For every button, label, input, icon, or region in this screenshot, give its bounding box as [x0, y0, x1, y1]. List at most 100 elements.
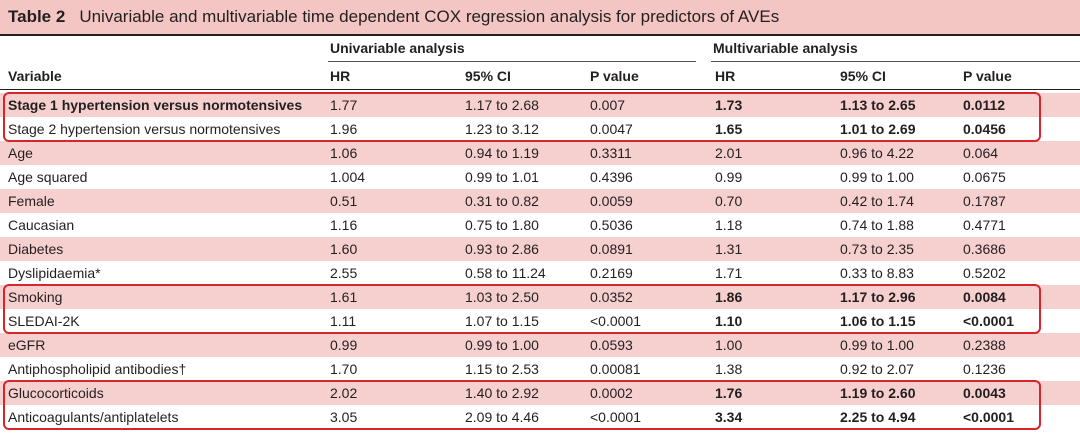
multivariable-p-cell: 0.3686: [963, 241, 1006, 257]
variable-cell: Smoking: [8, 289, 63, 305]
variable-cell: SLEDAI-2K: [8, 313, 80, 329]
multivariable-ci-cell: 2.25 to 4.94: [840, 409, 916, 425]
univariable-hr-cell: 1.61: [330, 289, 358, 305]
col-header-variable: Variable: [8, 68, 62, 84]
univariable-ci-cell: 1.17 to 2.68: [465, 97, 539, 113]
variable-cell: Female: [8, 193, 55, 209]
variable-cell: Dyslipidaemia*: [8, 265, 101, 281]
variable-cell: Age: [8, 145, 33, 161]
univariable-p-cell: 0.2169: [590, 265, 633, 281]
table-title-bar: Table 2 Univariable and multivariable ti…: [0, 0, 1080, 34]
multivariable-hr-cell: 0.99: [715, 169, 743, 185]
univariable-p-cell: 0.0891: [590, 241, 633, 257]
univariable-ci-cell: 1.40 to 2.92: [465, 385, 539, 401]
multivariable-hr-cell: 1.73: [715, 97, 743, 113]
univariable-ci-cell: 0.94 to 1.19: [465, 145, 539, 161]
multivariable-hr-cell: 1.71: [715, 265, 743, 281]
multivariable-hr-cell: 1.18: [715, 217, 743, 233]
table-caption: Univariable and multivariable time depen…: [79, 7, 780, 26]
univariable-ci-cell: 0.99 to 1.01: [465, 169, 539, 185]
multivariable-hr-cell: 1.31: [715, 241, 743, 257]
multivariable-ci-cell: 1.17 to 2.96: [840, 289, 916, 305]
top-rule: [0, 34, 1080, 36]
variable-cell: eGFR: [8, 337, 46, 353]
col-header-multivariable-ci: 95% CI: [840, 68, 886, 84]
univariable-ci-cell: 1.15 to 2.53: [465, 361, 539, 377]
table-row: Glucocorticoids 2.02 1.40 to 2.92 0.0002 1.7…: [0, 381, 1080, 405]
univariable-p-cell: 0.3311: [590, 145, 632, 161]
multivariable-p-cell: 0.2388: [963, 337, 1006, 353]
univariable-hr-cell: 1.70: [330, 361, 358, 377]
multivariable-ci-cell: 0.99 to 1.00: [840, 337, 914, 353]
multivariable-p-cell: 0.0084: [963, 289, 1006, 305]
multivariable-hr-cell: 1.10: [715, 313, 743, 329]
multivariable-ci-cell: 0.99 to 1.00: [840, 169, 914, 185]
univariable-hr-cell: 0.99: [330, 337, 358, 353]
table-row: Smoking 1.61 1.03 to 2.50 0.0352 1.86 1.17 to…: [0, 285, 1080, 309]
univariable-hr-cell: 1.004: [330, 169, 366, 185]
univariable-hr-cell: 1.96: [330, 121, 358, 137]
variable-cell: Stage 2 hypertension versus normotensive…: [8, 121, 281, 137]
multivariable-ci-cell: 0.74 to 1.88: [840, 217, 914, 233]
univariable-hr-cell: 3.05: [330, 409, 358, 425]
table-row: Stage 1 hypertension versus normotensive…: [0, 93, 1080, 117]
univariable-p-cell: 0.00081: [590, 361, 641, 377]
multivariable-ci-cell: 0.92 to 2.07: [840, 361, 914, 377]
table-row: Age 1.06 0.94 to 1.19 0.3311 2.01 0.96 to 4.2…: [0, 141, 1080, 165]
variable-cell: Antiphospholipid antibodies†: [8, 361, 187, 377]
univariable-p-cell: 0.4396: [590, 169, 633, 185]
multivariable-ci-cell: 0.96 to 4.22: [840, 145, 914, 161]
variable-cell: Stage 1 hypertension versus normotensive…: [8, 97, 303, 113]
univariable-hr-cell: 0.51: [330, 193, 358, 209]
multivariable-p-cell: <0.0001: [963, 313, 1014, 329]
univariable-p-cell: 0.0059: [590, 193, 633, 209]
multivariable-p-cell: 0.1787: [963, 193, 1006, 209]
multivariable-p-cell: 0.5202: [963, 265, 1006, 281]
univariable-ci-cell: 0.93 to 2.86: [465, 241, 539, 257]
univariable-ci-cell: 1.03 to 2.50: [465, 289, 539, 305]
table-row: SLEDAI-2K 1.11 1.07 to 1.15 <0.0001 1.10 1.06…: [0, 309, 1080, 333]
univariable-hr-cell: 1.60: [330, 241, 358, 257]
col-header-multivariable-p: P value: [963, 68, 1012, 84]
col-header-univariable-hr: HR: [330, 68, 351, 84]
multivariable-ci-cell: 0.73 to 2.35: [840, 241, 914, 257]
univariable-hr-cell: 1.11: [330, 313, 357, 329]
multivariable-p-cell: 0.4771: [963, 217, 1006, 233]
table-row: Dyslipidaemia* 2.55 0.58 to 11.24 0.2169 1.7…: [0, 261, 1080, 285]
univariable-group-header: Univariable analysis: [330, 40, 465, 56]
univariable-ci-cell: 0.31 to 0.82: [465, 193, 539, 209]
col-header-univariable-ci: 95% CI: [465, 68, 511, 84]
univariable-hr-cell: 1.06: [330, 145, 358, 161]
multivariable-p-cell: 0.0456: [963, 121, 1006, 137]
multivariable-ci-cell: 1.19 to 2.60: [840, 385, 916, 401]
univariable-ci-cell: 0.58 to 11.24: [465, 265, 546, 281]
col-header-univariable-p: P value: [590, 68, 639, 84]
multivariable-hr-cell: 2.01: [715, 145, 743, 161]
univariable-group-underline: [328, 61, 696, 62]
multivariable-hr-cell: 0.70: [715, 193, 743, 209]
univariable-p-cell: 0.0047: [590, 121, 633, 137]
multivariable-ci-cell: 1.06 to 1.15: [840, 313, 916, 329]
univariable-p-cell: <0.0001: [590, 409, 641, 425]
table-row: Stage 2 hypertension versus normotensive…: [0, 117, 1080, 141]
univariable-p-cell: 0.0593: [590, 337, 633, 353]
multivariable-p-cell: 0.0675: [963, 169, 1006, 185]
univariable-ci-cell: 0.99 to 1.00: [465, 337, 539, 353]
univariable-hr-cell: 2.55: [330, 265, 358, 281]
table-row: Caucasian 1.16 0.75 to 1.80 0.5036 1.18 0.74 …: [0, 213, 1080, 237]
multivariable-hr-cell: 3.34: [715, 409, 743, 425]
multivariable-ci-cell: 0.33 to 8.83: [840, 265, 914, 281]
univariable-ci-cell: 0.75 to 1.80: [465, 217, 539, 233]
univariable-ci-cell: 1.23 to 3.12: [465, 121, 539, 137]
table-row: Female 0.51 0.31 to 0.82 0.0059 0.70 0.42 to …: [0, 189, 1080, 213]
univariable-p-cell: 0.007: [590, 97, 626, 113]
variable-cell: Age squared: [8, 169, 88, 185]
multivariable-p-cell: 0.064: [963, 145, 999, 161]
table-number: Table 2: [8, 7, 66, 26]
header-rule: [0, 89, 1080, 90]
table-row: Antiphospholipid antibodies† 1.70 1.15 to …: [0, 357, 1080, 381]
multivariable-p-cell: 0.0112: [963, 97, 1006, 113]
col-header-multivariable-hr: HR: [715, 68, 736, 84]
variable-cell: Diabetes: [8, 241, 64, 257]
multivariable-hr-cell: 1.76: [715, 385, 743, 401]
